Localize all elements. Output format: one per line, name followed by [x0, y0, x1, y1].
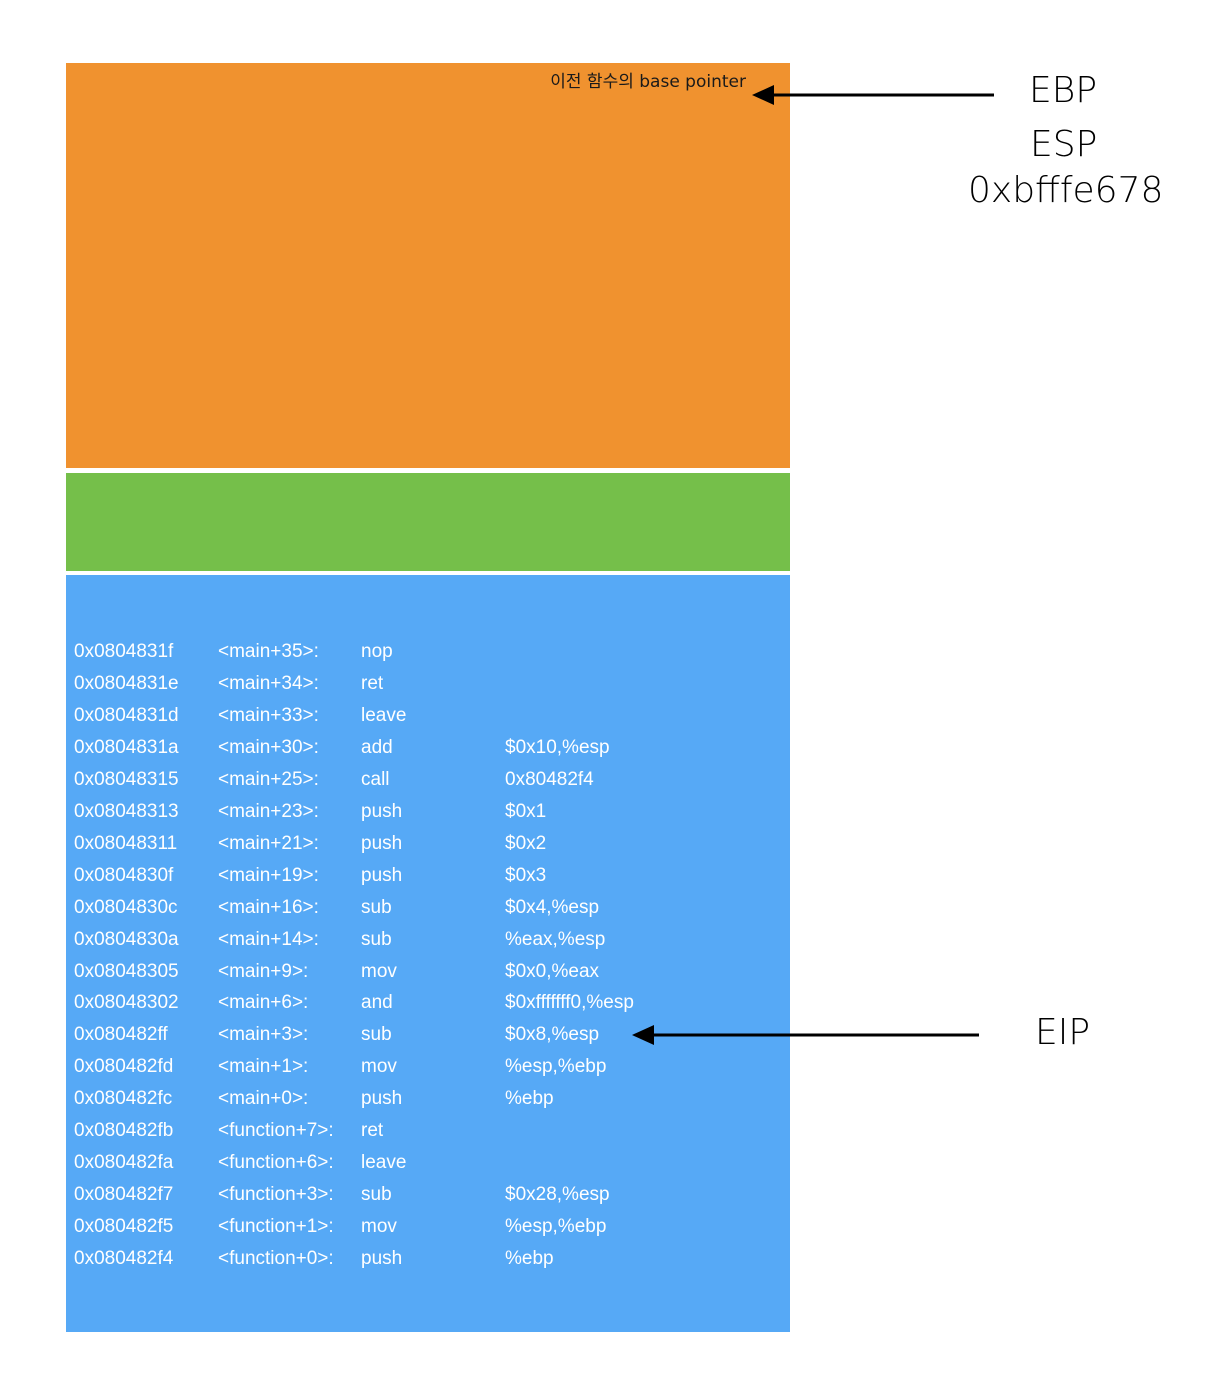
stack-middle-block [66, 473, 790, 571]
instruction-address: 0x08048302 [74, 992, 179, 1014]
instruction-address: 0x0804831f [74, 641, 174, 662]
instruction-opcode: sub [361, 1024, 392, 1046]
instruction-address: 0x080482f5 [74, 1216, 174, 1238]
esp-value-label: 0xbfffe678 [968, 170, 1164, 211]
instruction-address: 0x08048311 [74, 832, 178, 854]
instruction-opcode: sub [361, 1184, 392, 1206]
eip-arrow-icon [632, 1025, 979, 1045]
ebp-arrow-icon [752, 85, 994, 105]
instruction-address: 0x08048305 [74, 960, 179, 982]
instruction-operands: %ebp [505, 1088, 554, 1110]
instruction-operands: $0x3 [505, 864, 547, 886]
instruction-symbol: <main+25>: [218, 768, 319, 790]
instruction-symbol: <main+14>: [218, 928, 319, 950]
instruction-operands: $0x2 [505, 832, 547, 854]
instruction-opcode: nop [361, 641, 393, 662]
instruction-symbol: <function+1>: [218, 1216, 334, 1238]
instruction-address: 0x0804830c [74, 896, 178, 918]
instruction-address: 0x0804831e [74, 672, 179, 694]
instruction-opcode: ret [361, 672, 384, 694]
instruction-symbol: <main+6>: [218, 992, 309, 1014]
instruction-address: 0x080482fd [74, 1056, 174, 1078]
instruction-opcode: and [361, 992, 393, 1014]
instruction-symbol: <function+7>: [218, 1120, 334, 1142]
esp-label: ESP [1030, 124, 1098, 165]
instruction-symbol: <main+23>: [218, 800, 319, 822]
instruction-symbol: <main+19>: [218, 864, 319, 886]
ebp-label: EBP [1029, 70, 1098, 111]
instruction-list: 0x0804831f <main+35>: nop 0x0804831e <main+3… [66, 575, 790, 1332]
instruction-operands: $0xfffffff0,%esp [505, 992, 634, 1014]
instruction-opcode: call [361, 768, 390, 790]
instruction-address: 0x08048313 [74, 800, 179, 822]
instruction-address: 0x0804830f [74, 864, 174, 886]
instruction-opcode: push [361, 832, 403, 854]
instruction-address: 0x080482fc [74, 1088, 173, 1110]
instruction-address: 0x080482fb [74, 1120, 174, 1142]
instruction-opcode: push [361, 1088, 403, 1110]
instruction-symbol: <main+1>: [218, 1056, 309, 1078]
instruction-symbol: <main+3>: [218, 1024, 309, 1046]
instruction-symbol: <main+33>: [218, 704, 319, 726]
instruction-address: 0x080482fa [74, 1152, 174, 1174]
instruction-symbol: <main+16>: [218, 896, 319, 918]
instruction-symbol: <function+0>: [218, 1248, 334, 1270]
instruction-address: 0x08048315 [74, 768, 179, 790]
instruction-symbol: <main+35>: [218, 641, 319, 662]
instruction-address: 0x0804831d [74, 704, 179, 726]
instruction-operands: $0x0,%eax [505, 960, 600, 982]
instruction-operands: %ebp [505, 1248, 554, 1270]
instruction-operands: %eax,%esp [505, 928, 606, 950]
instruction-operands: $0x4,%esp [505, 896, 600, 918]
instruction-opcode: push [361, 864, 403, 886]
instruction-operands: $0x1 [505, 800, 547, 822]
instruction-symbol: <main+34>: [218, 672, 319, 694]
instruction-symbol: <main+9>: [218, 960, 309, 982]
instruction-opcode: leave [361, 704, 407, 726]
instruction-symbol: <main+30>: [218, 736, 319, 758]
instruction-operands: $0x28,%esp [505, 1184, 610, 1206]
instruction-symbol: <function+3>: [218, 1184, 334, 1206]
instruction-operands: $0x8,%esp [505, 1024, 600, 1046]
instruction-opcode: leave [361, 1152, 407, 1174]
instruction-opcode: ret [361, 1120, 384, 1142]
instruction-opcode: push [361, 800, 403, 822]
instruction-operands: 0x80482f4 [505, 768, 594, 790]
instruction-opcode: push [361, 1248, 403, 1270]
instruction-opcode: mov [361, 1056, 397, 1078]
instruction-opcode: sub [361, 896, 392, 918]
eip-label: EIP [1035, 1012, 1091, 1053]
instruction-opcode: mov [361, 1216, 397, 1238]
instruction-operands: $0x10,%esp [505, 736, 610, 758]
instruction-symbol: <main+0>: [218, 1088, 309, 1110]
instruction-address: 0x080482f7 [74, 1184, 174, 1206]
instruction-operands: %esp,%ebp [505, 1056, 607, 1078]
instruction-address: 0x0804831a [74, 736, 179, 758]
instruction-symbol: <main+21>: [218, 832, 319, 854]
stack-frame-block: 이전 함수의 base pointer [66, 63, 790, 468]
instruction-address: 0x080482ff [74, 1024, 168, 1046]
instruction-opcode: sub [361, 928, 392, 950]
frame-label: 이전 함수의 base pointer [550, 72, 746, 92]
instruction-address: 0x080482f4 [74, 1248, 174, 1270]
instruction-operands: %esp,%ebp [505, 1216, 607, 1238]
instruction-opcode: mov [361, 960, 397, 982]
instruction-opcode: add [361, 736, 393, 758]
instruction-address: 0x0804830a [74, 928, 179, 950]
instruction-symbol: <function+6>: [218, 1152, 334, 1174]
